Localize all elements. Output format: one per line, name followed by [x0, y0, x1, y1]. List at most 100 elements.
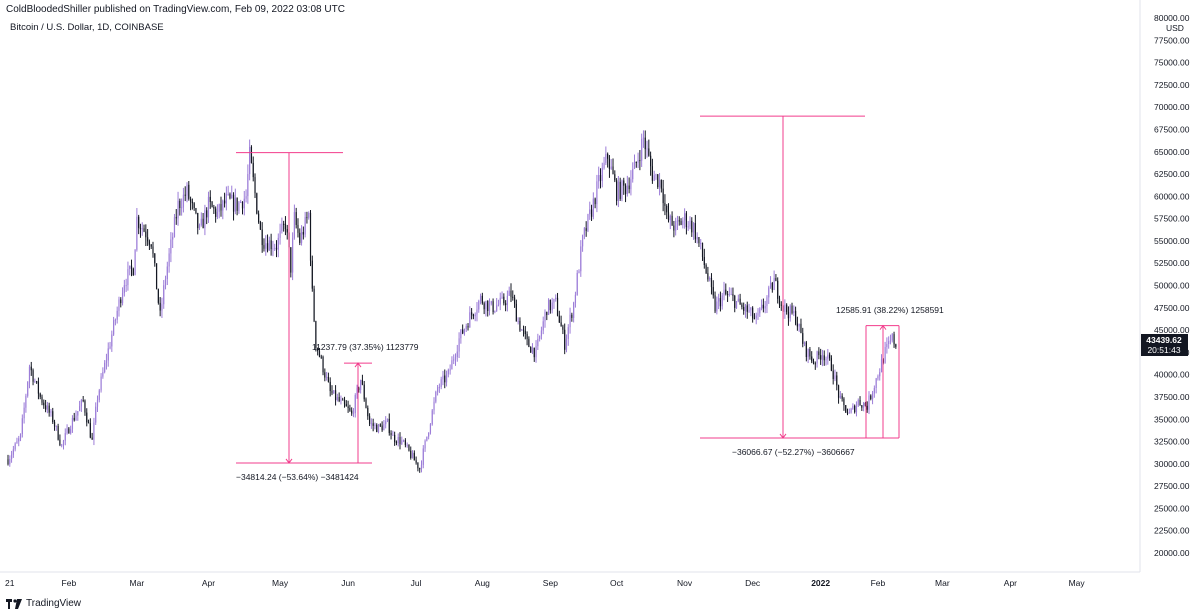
symbol-title: Bitcoin / U.S. Dollar, 1D, COINBASE: [10, 22, 164, 33]
candle-body: [836, 375, 838, 386]
candle-body: [807, 349, 809, 358]
candle-body: [223, 200, 226, 204]
y-tick-label: 57500.00: [1154, 214, 1190, 224]
candle-body: [442, 375, 444, 380]
candle-body: [578, 271, 580, 273]
candle-body: [422, 448, 424, 465]
candle-body: [62, 440, 65, 445]
candle-body: [447, 369, 449, 375]
candle-body: [839, 395, 841, 398]
candle-body: [440, 379, 442, 387]
candle-body: [585, 228, 587, 231]
y-axis: 20000.00 22500.00 25000.00 27500.00 30000.00…: [1139, 0, 1190, 572]
candle-body: [70, 429, 72, 434]
candle-body: [827, 354, 829, 359]
candle-body: [834, 375, 836, 380]
y-tick-label: 55000.00: [1154, 236, 1190, 246]
candle-body: [451, 360, 453, 370]
candle-body: [272, 248, 274, 250]
candle-body: [157, 289, 159, 303]
candle-body: [490, 301, 492, 304]
candle-body: [675, 221, 677, 231]
candle-body: [424, 440, 426, 449]
candle-body: [832, 370, 834, 380]
y-tick-label: 67500.00: [1154, 124, 1190, 134]
candle-body: [175, 217, 177, 219]
candle-body: [84, 400, 86, 413]
candle-body: [889, 340, 892, 342]
candle-body: [777, 280, 779, 299]
candle-body: [168, 253, 170, 267]
candle-body: [277, 237, 279, 250]
candle-body: [435, 391, 437, 402]
candle-body: [229, 193, 231, 199]
candle-body: [383, 424, 385, 431]
candle-body: [268, 240, 270, 251]
candle-body: [771, 282, 773, 290]
candle-body: [198, 225, 201, 229]
candle-body: [87, 422, 90, 424]
candle-body: [793, 311, 795, 314]
candle-body: [660, 179, 662, 189]
candle-body: [499, 297, 501, 305]
candle-body: [166, 266, 168, 280]
candle-body: [587, 214, 589, 231]
candle-body: [284, 223, 287, 230]
candle-body: [547, 299, 550, 315]
candle-body: [283, 223, 285, 225]
candle-body: [360, 379, 362, 390]
candle-body: [560, 322, 562, 327]
measure-label-1: −34814.24 (−53.64%) −3481424: [236, 472, 359, 482]
x-tick-label: May: [272, 578, 289, 588]
candle-body: [653, 175, 655, 181]
candle-body: [877, 376, 879, 379]
candle-body: [460, 329, 462, 339]
candle-body: [66, 428, 68, 434]
candle-body: [274, 247, 276, 249]
candle-body: [760, 304, 763, 309]
candle-body: [177, 200, 179, 219]
candle-body: [163, 285, 165, 305]
candle-body: [696, 237, 698, 240]
candle-body: [863, 403, 865, 408]
x-tick-label: Feb: [871, 578, 886, 588]
candle-body: [488, 303, 491, 311]
candle-body: [352, 413, 355, 415]
candle-body: [614, 174, 616, 181]
candle-body: [574, 294, 577, 303]
candle-body: [802, 333, 804, 344]
candle-body: [590, 209, 593, 217]
candle-body: [361, 379, 364, 385]
candle-body: [564, 329, 566, 350]
candle-body: [259, 221, 261, 230]
candle-body: [415, 460, 417, 463]
candle-body: [433, 401, 435, 411]
y-tick-label: 80000.00: [1154, 13, 1190, 23]
candle-body: [875, 378, 877, 389]
candle-body: [487, 301, 489, 311]
candle-body: [71, 417, 74, 430]
candle-body: [147, 237, 149, 242]
candle-body: [413, 452, 415, 461]
candle-body: [617, 181, 619, 201]
candle-body: [9, 458, 11, 465]
candle-body: [50, 411, 52, 413]
candle-body: [505, 303, 507, 306]
candle-body: [245, 196, 247, 199]
candle-body: [266, 243, 269, 251]
candle-body: [726, 293, 729, 295]
candle-body: [506, 295, 509, 306]
candle-body: [641, 139, 643, 161]
candle-body: [705, 265, 707, 274]
candle-body: [454, 357, 457, 360]
candle-body: [252, 162, 254, 178]
candle-body: [682, 220, 684, 225]
x-tick-label: Nov: [677, 578, 693, 588]
x-axis: 21 Feb Mar Apr May Jun Jul Aug Sep Oct Nov Dec 2022 F…: [0, 571, 1140, 588]
candle-body: [535, 346, 537, 358]
candle-body: [825, 358, 827, 361]
candle-body: [286, 229, 288, 233]
tradingview-footer[interactable]: TradingView: [6, 598, 81, 609]
candle-body: [820, 355, 822, 360]
